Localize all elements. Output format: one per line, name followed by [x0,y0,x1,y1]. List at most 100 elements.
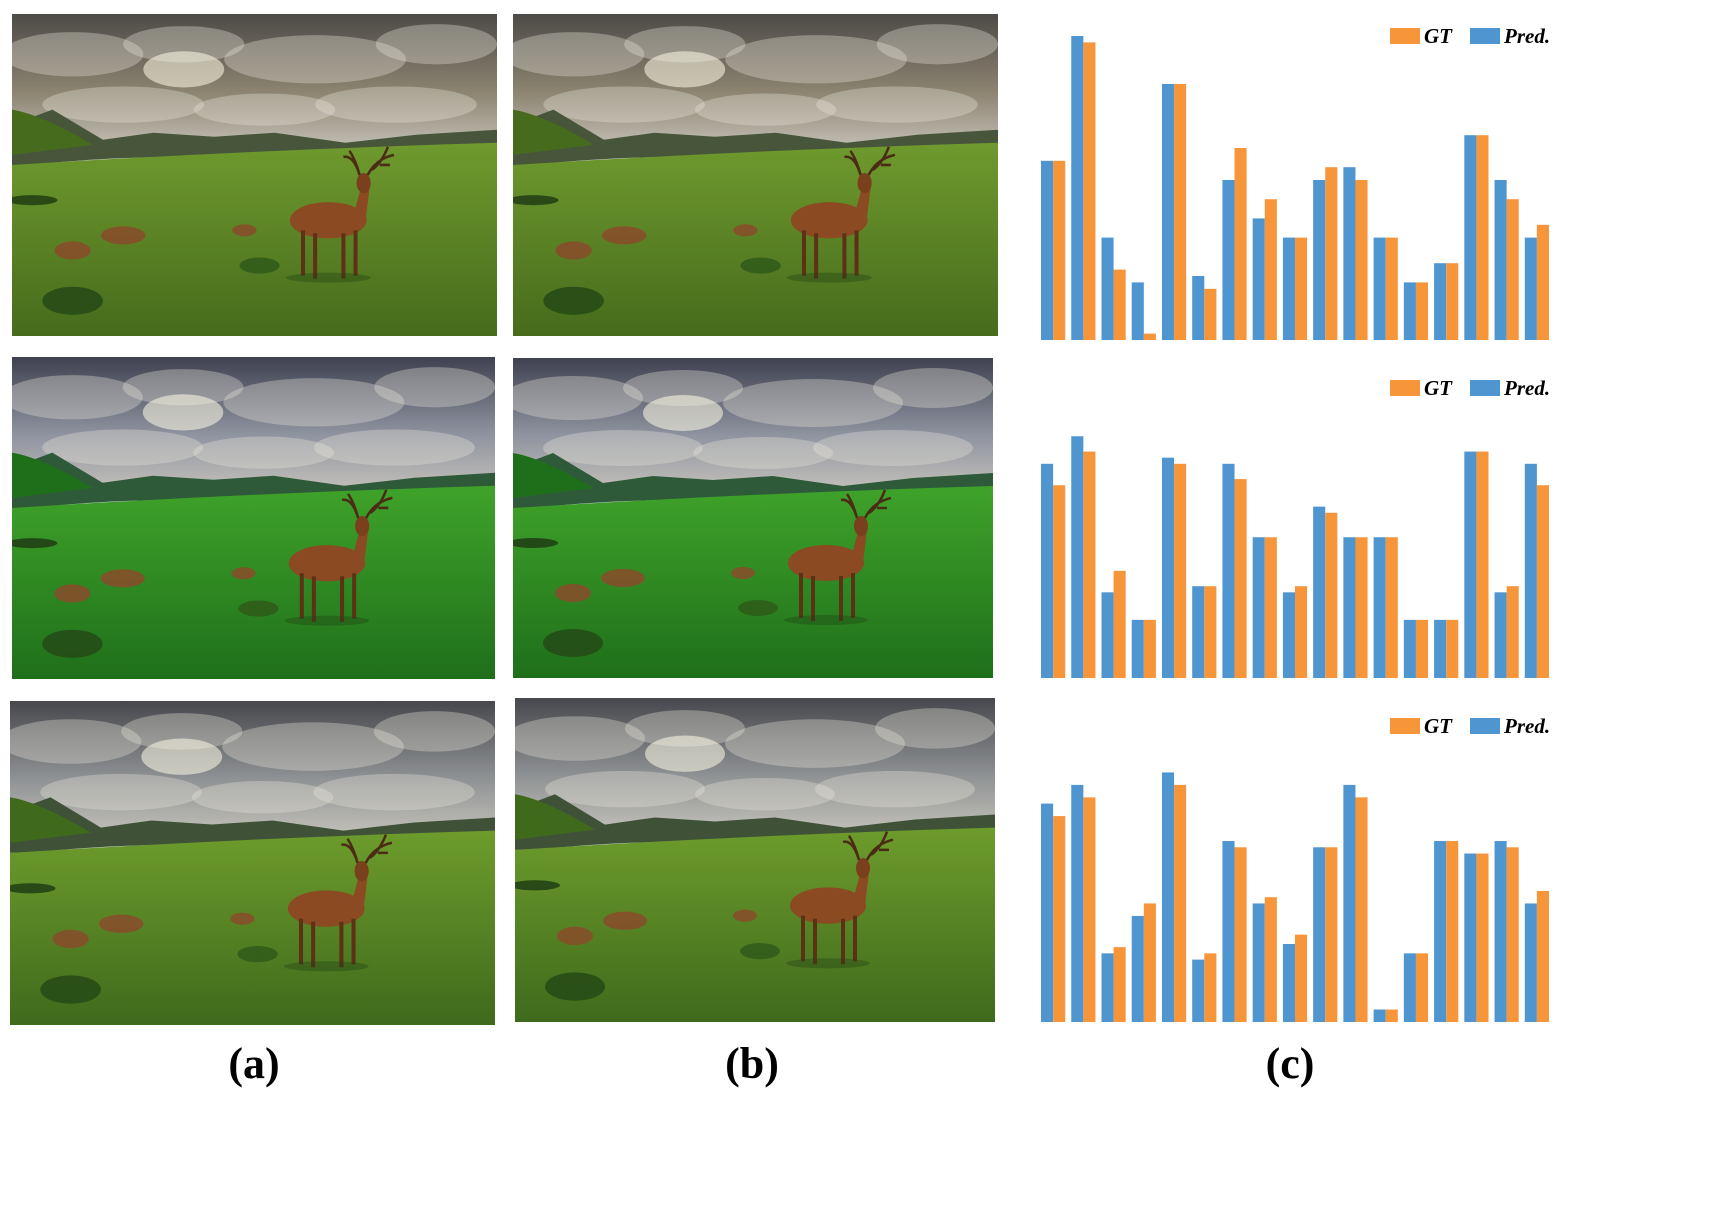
bar-gt-14 [1446,263,1459,340]
landscape-image [515,698,995,1022]
bar-gt-2 [1083,797,1096,1022]
legend-label-pred: Pred. [1503,714,1550,738]
bar-pred-1 [1041,160,1054,340]
bar-gt-10 [1325,512,1338,678]
bar-pred-16 [1494,592,1507,678]
legend-swatch-pred [1470,380,1500,396]
bar-gt-7 [1234,148,1247,340]
caption-c: (c) [1265,1039,1315,1088]
histogram-chart-row3: GT Pred. [1030,700,1560,1022]
bar-pred-16 [1494,841,1507,1022]
bar-gt-12 [1385,237,1398,340]
bar-gt-4 [1143,903,1156,1022]
bar-pred-9 [1282,944,1295,1022]
bar-pred-3 [1101,953,1114,1022]
bar-gt-15 [1476,853,1489,1022]
bar-gt-16 [1506,586,1519,678]
photo-row3-col-a [10,701,495,1025]
caption-a: (a) [228,1039,280,1088]
bar-pred-3 [1101,592,1114,678]
bar-pred-11 [1343,167,1356,340]
bar-pred-14 [1434,263,1447,340]
bar-pred-10 [1313,506,1326,678]
photo-row2-col-b [513,358,993,678]
bar-gt-6 [1204,288,1217,340]
bar-gt-14 [1446,841,1459,1022]
bar-gt-2 [1083,451,1096,678]
bar-pred-13 [1403,619,1416,678]
bar-pred-6 [1192,276,1205,340]
bar-gt-8 [1264,199,1277,340]
bar-pred-12 [1373,237,1386,340]
bar-gt-5 [1174,84,1187,340]
bar-gt-7 [1234,479,1247,678]
bar-gt-9 [1295,586,1308,678]
bar-pred-8 [1252,218,1265,340]
bar-pred-10 [1313,180,1326,340]
legend-label-gt: GT [1424,24,1453,48]
bar-pred-7 [1222,841,1235,1022]
bar-gt-3 [1113,570,1126,678]
bar-gt-10 [1325,167,1338,340]
landscape-image [513,14,998,336]
bar-pred-9 [1282,592,1295,678]
bar-pred-4 [1131,915,1144,1022]
bar-pred-1 [1041,463,1054,678]
photo-row3-col-b [515,698,995,1022]
bar-pred-3 [1101,237,1114,340]
bar-pred-4 [1131,282,1144,340]
legend-swatch-gt [1390,380,1420,396]
bar-gt-9 [1295,934,1308,1022]
legend-label-pred: Pred. [1503,376,1550,400]
bar-pred-12 [1373,537,1386,678]
chart-legend: GT Pred. [1390,714,1550,738]
bar-gt-15 [1476,451,1489,678]
bar-gt-17 [1536,890,1549,1022]
photo-row2-col-a [12,357,495,679]
legend-swatch-gt [1390,718,1420,734]
bar-gt-3 [1113,269,1126,340]
bar-gt-5 [1174,463,1187,678]
bar-gt-1 [1053,485,1066,678]
bar-gt-14 [1446,619,1459,678]
legend-swatch-pred [1470,718,1500,734]
bar-gt-1 [1053,816,1066,1022]
bar-pred-2 [1071,36,1084,340]
bar-gt-6 [1204,586,1217,678]
bar-pred-13 [1403,282,1416,340]
landscape-image [12,14,497,336]
bar-gt-10 [1325,847,1338,1022]
legend-label-pred: Pred. [1503,24,1550,48]
caption-b: (b) [725,1039,779,1088]
bar-pred-6 [1192,959,1205,1022]
bar-gt-7 [1234,847,1247,1022]
bar-pred-2 [1071,784,1084,1022]
bar-gt-16 [1506,847,1519,1022]
bar-gt-8 [1264,537,1277,678]
bar-pred-14 [1434,841,1447,1022]
legend-swatch-pred [1470,28,1500,44]
bar-gt-11 [1355,797,1368,1022]
bar-pred-5 [1161,84,1175,340]
bar-pred-4 [1131,619,1144,678]
bar-pred-9 [1282,237,1295,340]
bar-pred-16 [1494,180,1507,340]
bar-gt-13 [1415,953,1429,1022]
bar-pred-15 [1464,451,1477,678]
bar-pred-14 [1434,619,1447,678]
bar-gt-3 [1113,947,1126,1022]
legend-label-gt: GT [1424,376,1453,400]
bar-pred-10 [1313,847,1326,1022]
bar-pred-15 [1464,135,1477,340]
photo-row1-col-b [513,14,998,336]
bar-pred-1 [1041,803,1054,1022]
bar-gt-16 [1506,199,1519,340]
bar-gt-15 [1476,135,1489,340]
bar-gt-12 [1385,537,1398,678]
histogram-chart-row2: GT Pred. [1030,362,1560,678]
bar-gt-17 [1536,485,1549,678]
bar-pred-15 [1464,853,1477,1022]
legend-swatch-gt [1390,28,1420,44]
landscape-image [513,358,993,678]
bar-gt-11 [1355,537,1368,678]
